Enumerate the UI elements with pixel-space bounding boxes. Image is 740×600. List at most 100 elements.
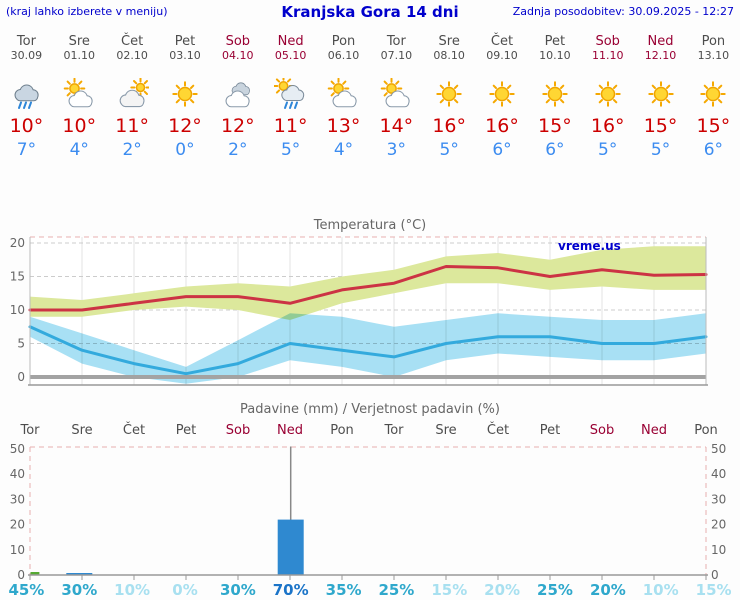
day-column: Pet 03.10 12° 0° [159, 34, 212, 160]
day-name: Ned [277, 34, 304, 49]
day-date: 10.10 [539, 49, 571, 62]
precip-day-label: Pet [539, 423, 561, 438]
min-temperature: 6° [703, 140, 724, 160]
sunny-icon [168, 78, 202, 110]
mostly-cloudy-icon [115, 77, 151, 110]
precip-day-label: Tor [384, 423, 404, 438]
day-name: Tor [386, 34, 406, 49]
max-temperature: 10° [62, 115, 97, 137]
temperature-chart: 0 5 10 15 20 vreme.us [10, 236, 708, 386]
day-date: 01.10 [63, 49, 96, 62]
svg-text:0: 0 [711, 568, 719, 582]
day-date: 07.10 [380, 49, 413, 62]
day-date: 04.10 [222, 49, 254, 62]
svg-text:30: 30 [711, 492, 726, 506]
precipitation-probability: 25% [537, 581, 573, 599]
day-column: Sre 08.10 16° 5° [423, 34, 476, 160]
last-update: Zadnja posodobitev: 30.09.2025 - 12:27 [512, 5, 734, 18]
sun-rain-icon [272, 75, 308, 110]
precip-day-label: Pon [330, 423, 354, 438]
svg-text:40: 40 [10, 467, 25, 481]
day-date: 30.09 [10, 49, 43, 62]
day-date: 13.10 [697, 49, 730, 62]
svg-text:0: 0 [17, 568, 25, 582]
svg-text:10: 10 [10, 543, 25, 557]
day-column: Tor 07.10 14° 3° [370, 34, 423, 160]
min-temperature: 0° [175, 140, 195, 160]
day-date: 11.10 [591, 49, 624, 62]
sunny-icon [591, 78, 625, 110]
precip-day-label: Sob [225, 423, 251, 438]
svg-text:5: 5 [17, 337, 25, 351]
day-column: Tor 30.09 10° 7° [0, 34, 53, 160]
max-temperature: 11° [273, 115, 308, 137]
precipitation-probability: 45% [8, 581, 45, 599]
sunny-icon [644, 78, 678, 110]
max-temperature: 12° [220, 115, 255, 137]
min-temperature: 5° [598, 140, 618, 160]
max-temperature: 16° [485, 115, 519, 137]
min-temperature: 6° [545, 140, 565, 160]
page-title: Kranjska Gora 14 dni [281, 3, 459, 21]
max-temperature: 16° [432, 115, 467, 137]
cloudy-icon [221, 78, 255, 110]
day-column: Sob 11.10 16° 5° [581, 34, 634, 160]
svg-text:50: 50 [711, 442, 726, 456]
day-column: Ned 05.10 11° 5° [264, 34, 317, 160]
svg-text:10: 10 [10, 303, 25, 317]
min-temperature: 2° [122, 140, 142, 160]
svg-text:20: 20 [10, 518, 25, 532]
precipitation-probability: 10% [642, 581, 679, 599]
precipitation-probability: 30% [61, 581, 98, 599]
precipitation-probability: 25% [378, 581, 415, 599]
day-name: Sre [68, 34, 90, 49]
rain-icon [9, 78, 43, 110]
svg-text:15: 15 [10, 270, 25, 284]
day-date: 02.10 [116, 49, 148, 62]
svg-text:20: 20 [10, 236, 25, 250]
precipitation-probability: 30% [219, 581, 256, 599]
day-name: Pon [331, 34, 356, 49]
day-column: Sob 04.10 12° 2° [211, 34, 264, 160]
svg-text:50: 50 [10, 442, 25, 456]
precipitation-probability: 15% [431, 581, 468, 599]
min-temperature: 4° [333, 140, 354, 160]
day-date: 06.10 [327, 49, 360, 62]
day-column: Ned 12.10 15° 5° [634, 34, 687, 160]
sunny-icon [696, 78, 730, 110]
min-temperature: 5° [280, 140, 301, 160]
partly-cloudy-icon [379, 77, 413, 110]
precipitation-chart-title: Padavine (mm) / Verjetnost padavin (%) [240, 402, 500, 417]
precip-day-label: Sob [589, 423, 615, 438]
max-temperature: 15° [643, 115, 678, 137]
day-date: 12.10 [644, 49, 677, 62]
svg-text:20: 20 [711, 518, 726, 532]
day-name: Pon [701, 34, 726, 49]
svg-text:40: 40 [711, 467, 726, 481]
precipitation-probability: 0% [172, 581, 198, 599]
max-temperature: 16° [590, 115, 625, 137]
sunny-icon [538, 78, 572, 110]
svg-text:30: 30 [10, 492, 25, 506]
min-temperature: 2° [228, 140, 248, 160]
precipitation-probability: 20% [484, 581, 521, 599]
day-date: 03.10 [169, 49, 201, 62]
day-name: Pet [174, 34, 196, 49]
precipitation-probability: 70% [272, 581, 309, 599]
precip-day-label: Pon [694, 423, 718, 438]
precip-day-label: Sre [435, 423, 457, 438]
min-temperature: 3° [386, 140, 406, 160]
svg-text:10: 10 [711, 543, 726, 557]
day-name: Sob [225, 34, 251, 49]
watermark: vreme.us [558, 239, 621, 253]
day-name: Sob [595, 34, 620, 49]
day-column: Pet 10.10 15° 6° [528, 34, 581, 160]
precipitation-probability: 10% [114, 581, 151, 599]
precip-day-label: Čet [122, 423, 146, 438]
precip-day-label: Sre [71, 423, 93, 438]
precipitation-probability: 35% [325, 581, 362, 599]
min-temperature: 4° [69, 140, 89, 160]
day-date: 05.10 [274, 49, 307, 62]
min-temperature: 5° [650, 140, 671, 160]
